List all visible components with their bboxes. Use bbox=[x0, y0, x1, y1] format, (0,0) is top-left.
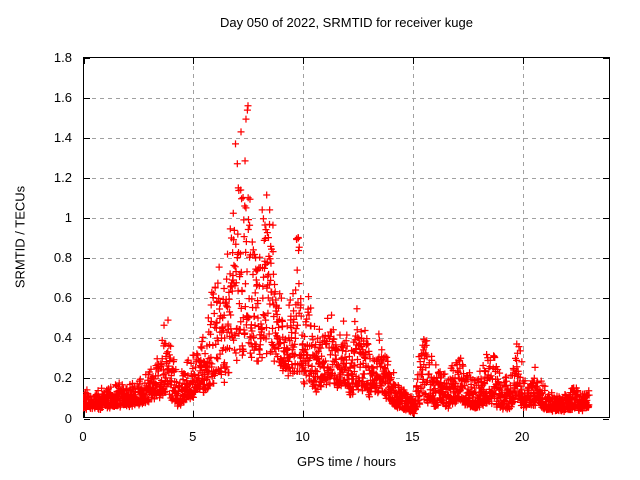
y-tick-mark bbox=[84, 217, 90, 219]
x-tick-label: 20 bbox=[514, 429, 530, 444]
y-tick-mark bbox=[603, 378, 609, 380]
y-tick-mark bbox=[603, 57, 609, 59]
y-tick-mark bbox=[603, 137, 609, 139]
x-tick-mark bbox=[522, 58, 524, 64]
y-tick-mark bbox=[84, 378, 90, 380]
plot-area bbox=[83, 57, 610, 420]
y-tick-mark bbox=[603, 217, 609, 219]
x-tick-mark bbox=[193, 411, 195, 417]
x-tick-label: 5 bbox=[189, 429, 197, 444]
x-gridline bbox=[412, 58, 414, 417]
y-tick-mark bbox=[603, 338, 609, 340]
y-tick-mark bbox=[84, 97, 90, 99]
x-tick-label: 15 bbox=[405, 429, 420, 444]
y-tick-label: 0 bbox=[64, 410, 72, 426]
chart-title: Day 050 of 2022, SRMTID for receiver kug… bbox=[220, 15, 473, 30]
y-tick-label: 1.4 bbox=[53, 129, 72, 145]
y-tick-mark bbox=[603, 418, 609, 420]
x-tick-label: 10 bbox=[295, 429, 310, 444]
y-tick-mark bbox=[84, 418, 90, 420]
x-gridline bbox=[303, 58, 305, 417]
y-gridline bbox=[84, 378, 609, 380]
y-gridline bbox=[84, 258, 609, 260]
y-axis-label: SRMTID / TECUs bbox=[12, 185, 28, 289]
y-gridline bbox=[84, 97, 609, 99]
y-gridline bbox=[84, 298, 609, 300]
y-tick-mark bbox=[84, 258, 90, 260]
x-tick-mark bbox=[303, 58, 305, 64]
x-tick-mark bbox=[412, 58, 414, 64]
x-tick-mark bbox=[412, 411, 414, 417]
y-gridline bbox=[84, 177, 609, 179]
y-tick-label: 0.2 bbox=[53, 370, 72, 386]
y-tick-label: 1 bbox=[64, 209, 72, 225]
y-tick-label: 1.6 bbox=[53, 89, 72, 105]
y-tick-label: 0.6 bbox=[53, 290, 72, 306]
x-gridline bbox=[522, 58, 524, 417]
y-tick-mark bbox=[603, 177, 609, 179]
y-gridline bbox=[84, 338, 609, 340]
y-gridline bbox=[84, 137, 609, 139]
x-gridline bbox=[193, 58, 195, 417]
y-tick-label: 1.2 bbox=[53, 169, 72, 185]
y-gridline bbox=[84, 217, 609, 219]
y-tick-mark bbox=[603, 97, 609, 99]
x-tick-mark bbox=[303, 411, 305, 417]
y-tick-label: 0.8 bbox=[53, 250, 72, 266]
y-tick-label: 1.8 bbox=[53, 49, 72, 65]
x-tick-mark bbox=[522, 411, 524, 417]
y-tick-mark bbox=[84, 338, 90, 340]
x-tick-mark bbox=[193, 58, 195, 64]
x-tick-label: 0 bbox=[79, 429, 87, 444]
x-tick-mark bbox=[83, 58, 85, 64]
x-tick-mark bbox=[83, 411, 85, 417]
y-tick-mark bbox=[84, 298, 90, 300]
y-tick-label: 0.4 bbox=[53, 330, 72, 346]
y-tick-mark bbox=[603, 258, 609, 260]
x-axis-label: GPS time / hours bbox=[297, 454, 396, 469]
y-tick-mark bbox=[84, 177, 90, 179]
y-tick-mark bbox=[84, 137, 90, 139]
y-tick-mark bbox=[84, 57, 90, 59]
y-tick-mark bbox=[603, 298, 609, 300]
